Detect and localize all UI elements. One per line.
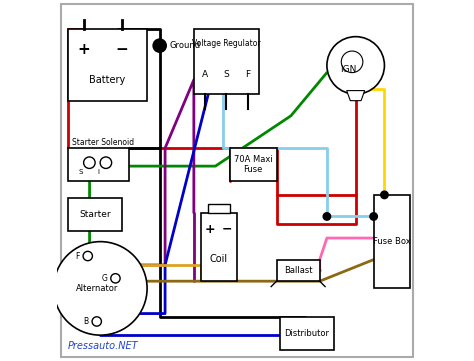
Circle shape [341,51,363,73]
Text: +: + [205,223,215,236]
Text: Starter: Starter [79,210,111,219]
Text: Distributor: Distributor [284,329,329,338]
Circle shape [83,157,95,169]
Text: G: G [101,274,108,283]
Text: Starter Solenoid: Starter Solenoid [72,138,134,147]
Bar [68,148,129,180]
Text: −: − [115,42,128,57]
Text: Ground: Ground [170,41,201,50]
Polygon shape [346,91,365,101]
Text: Fuse Box: Fuse Box [373,237,410,246]
Text: F: F [245,70,250,79]
Bar [194,30,259,94]
Circle shape [381,191,388,199]
Text: Pressauto.NET: Pressauto.NET [68,341,138,351]
Text: S: S [223,70,229,79]
Circle shape [370,213,377,220]
Circle shape [323,213,330,220]
Text: IGN: IGN [340,65,356,74]
Text: −: − [222,223,232,236]
Text: F: F [75,252,80,261]
Bar [374,195,410,288]
Text: I: I [98,169,100,175]
Bar [68,199,122,231]
Bar [208,204,230,213]
Circle shape [153,39,166,52]
Text: B: B [84,317,89,326]
Bar [280,317,334,349]
Text: S: S [78,169,82,175]
Circle shape [100,157,112,169]
Text: A: A [201,70,208,79]
Circle shape [111,274,120,283]
Bar [201,213,237,281]
Text: Alternator: Alternator [75,284,118,293]
Bar [230,148,276,180]
Bar [68,30,147,101]
Text: Voltage Regulator: Voltage Regulator [192,39,261,48]
Text: Battery: Battery [90,75,126,85]
Text: +: + [77,42,90,57]
Circle shape [327,37,384,94]
Circle shape [54,242,147,335]
Circle shape [83,251,92,261]
Bar [276,260,319,281]
Text: Ballast: Ballast [284,266,312,275]
Circle shape [92,317,101,326]
Circle shape [155,40,165,51]
Text: 70A Maxi
Fuse: 70A Maxi Fuse [234,155,273,174]
Text: Coil: Coil [210,255,228,264]
